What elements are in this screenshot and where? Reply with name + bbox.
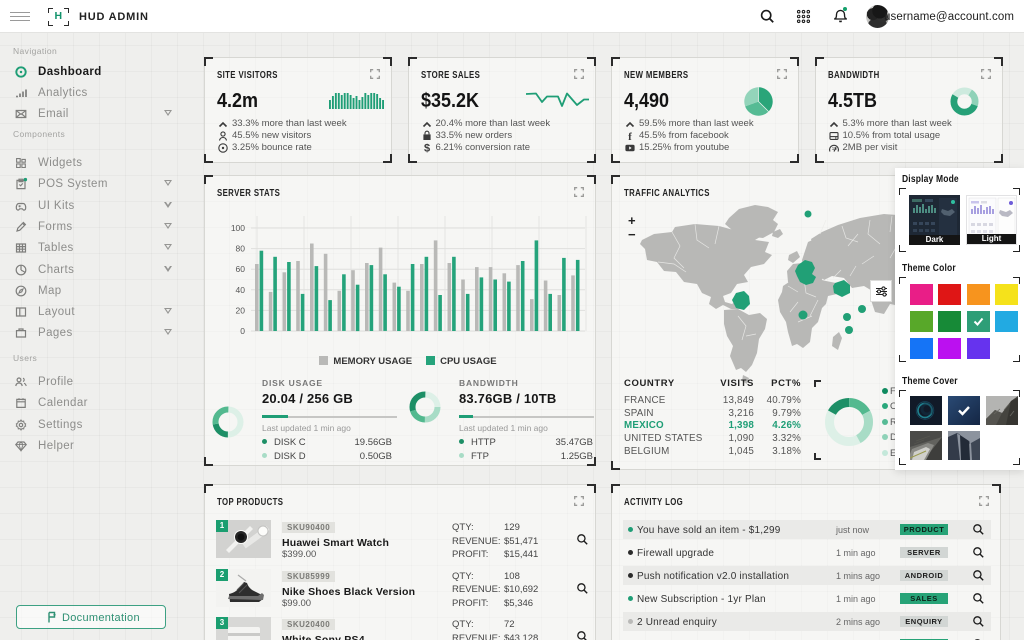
svg-text:$: $ [423,143,429,155]
svg-text:0: 0 [240,326,245,336]
svg-text:20: 20 [236,305,246,315]
svg-text:15: 15 [831,147,837,152]
svg-text:40: 40 [236,285,246,295]
svg-text:80: 80 [236,244,246,254]
svg-text:60: 60 [236,264,246,274]
svg-text:f: f [628,131,632,142]
svg-text:100: 100 [231,223,245,233]
